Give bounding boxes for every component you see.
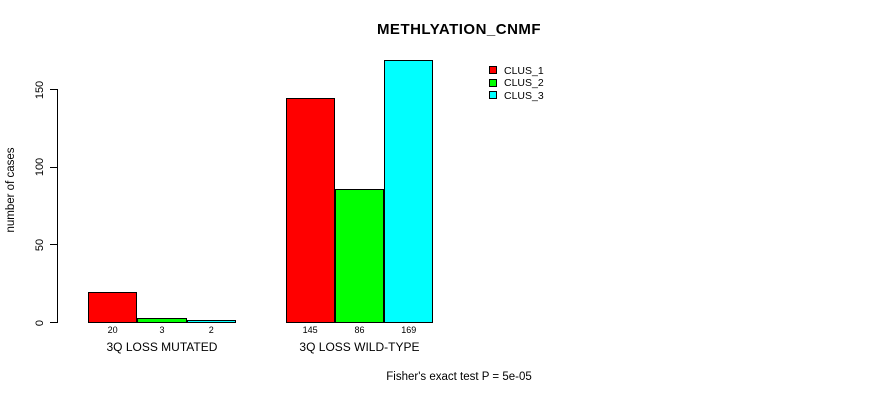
- x-category-label: 3Q LOSS WILD-TYPE: [299, 340, 420, 354]
- bar-clus_3-group2: [384, 59, 434, 323]
- y-tick: [50, 244, 57, 246]
- bar-clus_3-group1: [186, 319, 236, 323]
- annotation-fishers-test: Fisher's exact test P = 5e-05: [386, 371, 532, 383]
- y-tick-label: 0: [34, 319, 46, 326]
- bar-clus_2-group2: [334, 188, 385, 323]
- bar-value-label: 169: [401, 325, 417, 335]
- x-category-label: 3Q LOSS MUTATED: [106, 340, 218, 354]
- y-tick: [50, 322, 57, 323]
- legend-swatch-clus_2: [489, 78, 497, 87]
- bar-value-label: 20: [107, 325, 118, 335]
- bar-value-label: 86: [354, 325, 365, 335]
- bar-clus_2-group1: [137, 317, 187, 323]
- legend-label: CLUS_3: [504, 89, 544, 102]
- legend-label: CLUS_1: [504, 64, 544, 77]
- y-tick-label: 100: [34, 157, 46, 177]
- bar-clus_1-group2: [285, 97, 335, 323]
- y-axis-line: [57, 89, 58, 323]
- bar-value-label: 3: [159, 325, 165, 335]
- legend-swatch-clus_3: [489, 91, 497, 99]
- y-tick: [50, 89, 57, 90]
- bar-clus_1-group1: [88, 291, 138, 323]
- y-tick: [50, 166, 57, 168]
- chart-title: METHLYATION_CNMF: [376, 21, 542, 38]
- legend-label: CLUS_2: [504, 77, 544, 89]
- y-tick-label: 150: [34, 80, 46, 99]
- legend-swatch-clus_1: [489, 66, 497, 74]
- y-tick-label: 50: [34, 238, 46, 251]
- bar-value-label: 145: [302, 325, 318, 335]
- y-axis-label: number of cases: [5, 147, 17, 233]
- bar-value-label: 2: [208, 325, 214, 335]
